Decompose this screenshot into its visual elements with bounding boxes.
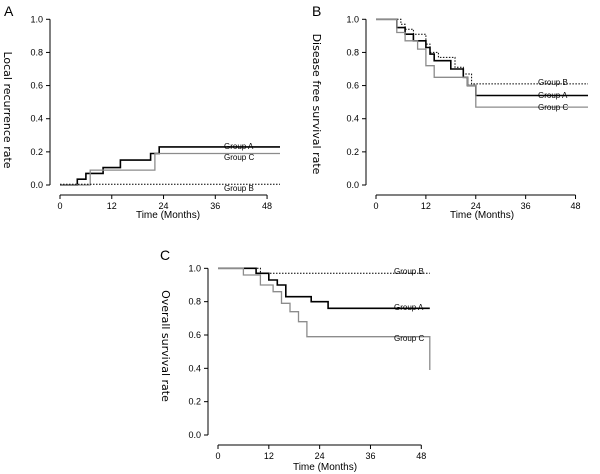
panel-b-y-tick-label: 0.4 [346,114,359,124]
panel-b-x-tick-label: 12 [421,201,431,211]
panel-a-x-tick-label: 36 [210,201,220,211]
panel-a-x-axis-title: Time (Months) [136,210,200,221]
panel-c-x-tick-label: 48 [416,451,426,461]
panel-c-y-tick-label: 0.4 [188,363,201,373]
panel-c-axes: 0.0 0.2 0.4 0.6 0.8 1.0 0 12 24 36 48 [188,263,426,461]
panel-b-x-tick-label: 48 [571,201,581,211]
panel-b-label-group-b: Group B [538,78,568,87]
panel-b-label-group-c: Group C [538,103,568,112]
panel-a-x-tick-label: 12 [107,201,117,211]
panel-b-label-group-a: Group A [538,91,568,100]
panel-a-series-group-c [60,152,280,186]
panel-c-label-group-c: Group C [394,334,424,343]
panel-a-x-tick-label: 24 [159,201,169,211]
panel-a: A Local recurrence rate Time (Months) 0.… [1,3,280,221]
panel-b-x-tick-label: 36 [521,201,531,211]
panel-b-y-tick-label: 0.6 [346,81,359,91]
panel-c-x-tick-label: 36 [365,451,375,461]
panel-c-y-axis-title: Overall survival rate [159,290,172,402]
panel-b: B Disease free survival rate Time (Month… [310,3,588,221]
panel-b-series-group-b [376,18,588,85]
panel-b-y-tick-label: 0.8 [346,47,359,57]
panel-c-label-group-b: Group B [394,267,424,276]
panel-c-x-tick-label: 0 [215,451,220,461]
panel-a-letter: A [4,3,14,19]
panel-c: C Overall survival rate Time (Months) 0.… [159,247,431,473]
panel-c-y-tick-label: 1.0 [188,263,201,273]
panel-c-letter: C [160,247,170,263]
panel-c-x-axis-title: Time (Months) [293,462,357,473]
panel-b-y-tick-label: 1.0 [346,14,359,24]
panel-a-y-tick-label: 0.0 [30,180,43,190]
panel-a-series-group [60,146,280,186]
panel-a-axes: 0.0 0.2 0.4 0.6 0.8 1.0 0 12 24 36 48 [30,14,272,211]
panel-b-series-group-c [376,18,588,108]
panel-b-y-tick-label: 0.0 [346,180,359,190]
panel-a-label-group-b: Group B [224,184,254,193]
panel-b-series-group [376,18,588,108]
panel-a-y-tick-label: 0.8 [30,47,43,57]
panel-c-y-tick-label: 0.8 [188,297,201,307]
panel-a-label-group-c: Group C [224,153,254,162]
panel-b-x-axis-title: Time (Months) [450,210,514,221]
panel-c-x-tick-label: 12 [264,451,274,461]
panel-c-label-group-a: Group A [394,303,424,312]
panel-c-y-tick-label: 0.0 [188,430,201,440]
panel-b-axes: 0.0 0.2 0.4 0.6 0.8 1.0 0 12 24 36 48 [346,14,580,211]
panel-a-label-group-a: Group A [224,142,254,151]
panel-b-x-tick-label: 0 [373,201,378,211]
panel-b-letter: B [312,3,321,19]
panel-c-y-tick-label: 0.6 [188,330,201,340]
panel-b-y-tick-label: 0.2 [346,147,359,157]
panel-c-x-tick-label: 24 [315,451,325,461]
panel-a-y-tick-label: 0.6 [30,81,43,91]
panel-c-series-group [218,267,431,370]
panel-b-x-tick-label: 24 [471,201,481,211]
panel-c-series-group-c [218,267,431,370]
panel-c-y-tick-label: 0.2 [188,397,201,407]
panel-a-y-axis-title: Local recurrence rate [1,51,14,168]
panel-a-y-tick-label: 0.2 [30,147,43,157]
panel-a-x-tick-label: 48 [262,201,272,211]
panel-a-y-tick-label: 0.4 [30,114,43,124]
panel-b-y-axis-title: Disease free survival rate [310,34,323,175]
panel-c-series-group-a [218,267,430,310]
panel-a-y-tick-label: 1.0 [30,14,43,24]
panel-a-x-tick-label: 0 [57,201,62,211]
